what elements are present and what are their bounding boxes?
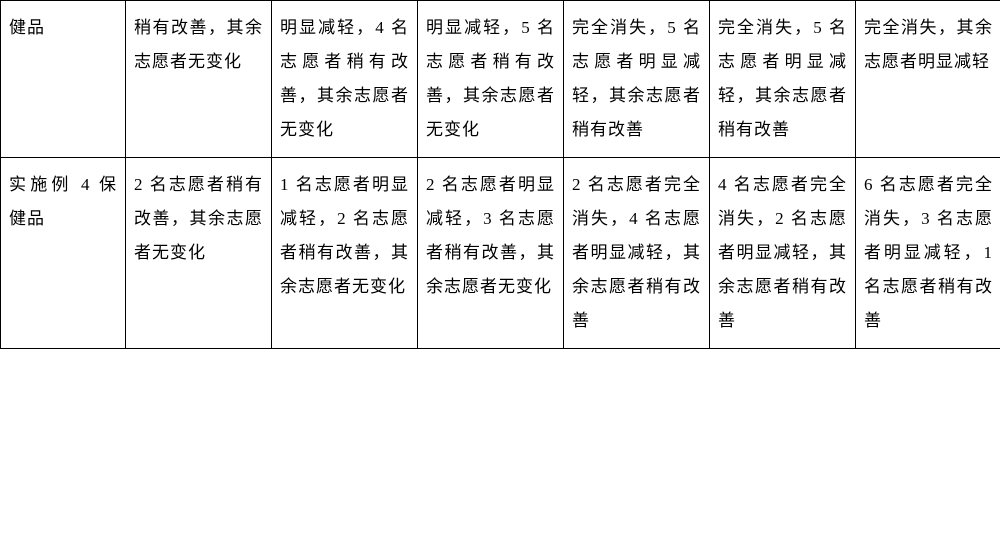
data-cell: 2 名志愿者完全消失，4 名志愿者明显减轻，其余志愿者稍有改善 (564, 158, 710, 349)
row-header-cell: 实施例 4 保健品 (1, 158, 126, 349)
row-header-cell: 健品 (1, 1, 126, 158)
data-cell: 明显减轻，4 名志愿者稍有改善，其余志愿者无变化 (272, 1, 418, 158)
data-cell: 完全消失，5 名志愿者明显减轻，其余志愿者稍有改善 (710, 1, 856, 158)
results-table: 健品 稍有改善，其余志愿者无变化 明显减轻，4 名志愿者稍有改善，其余志愿者无变… (0, 0, 1000, 349)
data-cell: 4 名志愿者完全消失，2 名志愿者明显减轻，其余志愿者稍有改善 (710, 158, 856, 349)
data-cell: 2 名志愿者稍有改善，其余志愿者无变化 (126, 158, 272, 349)
data-cell: 2 名志愿者明显减轻，3 名志愿者稍有改善，其余志愿者无变化 (418, 158, 564, 349)
table-row: 实施例 4 保健品 2 名志愿者稍有改善，其余志愿者无变化 1 名志愿者明显减轻… (1, 158, 1000, 349)
data-cell: 完全消失，其余志愿者明显减轻 (856, 1, 1000, 158)
table-row: 健品 稍有改善，其余志愿者无变化 明显减轻，4 名志愿者稍有改善，其余志愿者无变… (1, 1, 1000, 158)
data-cell: 明显减轻，5 名志愿者稍有改善，其余志愿者无变化 (418, 1, 564, 158)
data-cell: 6 名志愿者完全消失，3 名志愿者明显减轻，1 名志愿者稍有改善 (856, 158, 1000, 349)
data-cell: 1 名志愿者明显减轻，2 名志愿者稍有改善，其余志愿者无变化 (272, 158, 418, 349)
data-cell: 稍有改善，其余志愿者无变化 (126, 1, 272, 158)
data-cell: 完全消失，5 名志愿者明显减轻，其余志愿者稍有改善 (564, 1, 710, 158)
